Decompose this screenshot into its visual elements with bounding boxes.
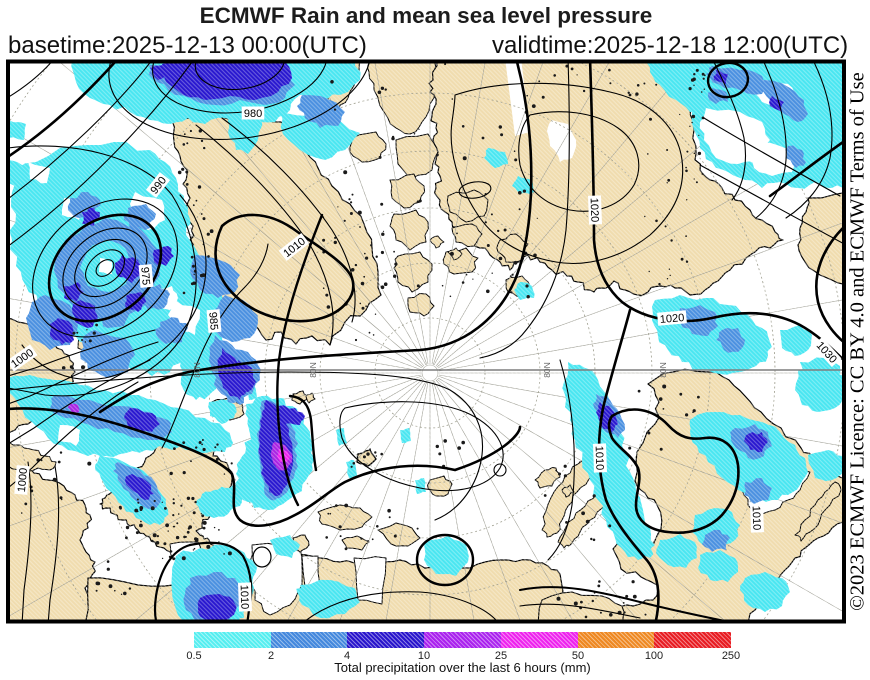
svg-text:1020: 1020 [659, 312, 684, 326]
svg-text:80N: 80N [658, 362, 668, 378]
svg-text:80N: 80N [308, 362, 318, 378]
svg-text:1010: 1010 [238, 585, 251, 610]
svg-text:985: 985 [206, 311, 220, 330]
svg-text:975: 975 [138, 266, 152, 285]
svg-text:980: 980 [244, 108, 262, 120]
svg-text:80N: 80N [192, 362, 202, 378]
svg-text:80N: 80N [542, 362, 552, 378]
svg-text:1010: 1010 [750, 506, 763, 531]
svg-text:1020: 1020 [588, 198, 601, 223]
svg-text:1010: 1010 [593, 446, 606, 471]
svg-text:1000: 1000 [16, 467, 30, 492]
